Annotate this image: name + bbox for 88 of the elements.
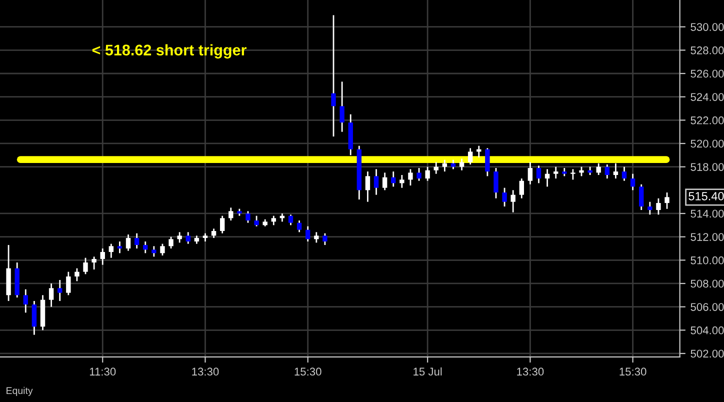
y-tick-label: 526.00 bbox=[690, 70, 724, 78]
x-tick-label: 15 Jul bbox=[414, 367, 442, 376]
candlestick bbox=[622, 166, 627, 182]
y-tick-label: 530.00 bbox=[690, 23, 724, 31]
candlestick bbox=[494, 167, 498, 200]
y-tick-label: 528.00 bbox=[690, 46, 724, 54]
y-tick-label: 520.00 bbox=[690, 140, 724, 148]
y-tick-label: 512.00 bbox=[690, 233, 724, 241]
candlestick bbox=[502, 187, 507, 208]
y-tick-label: 518.00 bbox=[690, 163, 724, 171]
candlestick bbox=[152, 245, 156, 258]
y-tick-label: 502.00 bbox=[690, 350, 724, 358]
candlestick bbox=[450, 159, 456, 170]
x-tick-label: 13:30 bbox=[517, 368, 544, 376]
candlestick bbox=[143, 240, 148, 254]
candlestick bbox=[271, 215, 276, 226]
candlestick bbox=[468, 147, 473, 166]
candlestick bbox=[374, 168, 379, 196]
candlestick bbox=[570, 168, 576, 180]
candlestick bbox=[58, 279, 62, 302]
candlestick bbox=[23, 288, 28, 314]
candlestick bbox=[604, 164, 610, 180]
candlestick bbox=[639, 184, 644, 211]
candlestick bbox=[168, 236, 174, 250]
candlestick bbox=[408, 168, 413, 186]
x-tick-label: 15:30 bbox=[620, 368, 646, 376]
x-tick-label: 11:30 bbox=[90, 368, 116, 376]
candlestick bbox=[528, 161, 533, 186]
candlestick bbox=[536, 164, 542, 184]
candlestick bbox=[425, 166, 430, 182]
y-tick-label: 508.00 bbox=[690, 280, 724, 288]
candlestick bbox=[579, 166, 584, 177]
candlestick bbox=[416, 167, 422, 182]
x-tick-label: 13:30 bbox=[192, 368, 219, 376]
candlestick bbox=[66, 271, 71, 296]
candlestick bbox=[160, 243, 165, 256]
candlestick bbox=[459, 158, 464, 172]
candlestick bbox=[74, 268, 80, 282]
annotation: < 518.62 short trigger bbox=[92, 44, 247, 59]
candlestick bbox=[177, 231, 182, 244]
candlestick bbox=[48, 282, 54, 308]
candlestick bbox=[220, 215, 225, 234]
candlestick bbox=[83, 257, 88, 275]
text: 515.40 bbox=[688, 192, 724, 200]
candlestick bbox=[613, 162, 618, 180]
y-tick-label: 524.00 bbox=[690, 93, 724, 101]
candlestick bbox=[434, 161, 438, 175]
candlestick bbox=[382, 172, 388, 191]
candlestick bbox=[322, 232, 328, 246]
candlestick bbox=[134, 232, 140, 250]
candlestick bbox=[211, 228, 216, 239]
candlestick bbox=[656, 198, 661, 216]
text: Equity bbox=[6, 386, 33, 396]
candlestick bbox=[391, 170, 396, 188]
candlestick bbox=[400, 174, 404, 189]
candlestick bbox=[228, 206, 234, 222]
candlestick bbox=[553, 166, 558, 180]
y-tick-label: 522.00 bbox=[690, 116, 724, 124]
candlestick bbox=[544, 168, 550, 188]
candlestick bbox=[100, 248, 105, 266]
candlestick bbox=[596, 162, 601, 176]
candlestick bbox=[254, 215, 259, 228]
candlestick bbox=[32, 300, 37, 336]
x-tick-label: 15:30 bbox=[294, 368, 322, 376]
candlestick bbox=[331, 14, 336, 138]
candlestick bbox=[485, 147, 490, 177]
y-tick-label: 514.00 bbox=[690, 210, 724, 218]
y-tick-label: 510.00 bbox=[690, 256, 724, 264]
candlestick bbox=[664, 192, 670, 210]
candlestick bbox=[108, 243, 114, 259]
candlestick bbox=[126, 234, 131, 252]
candlestick bbox=[186, 231, 190, 245]
candlestick bbox=[365, 170, 370, 203]
candlestick bbox=[314, 231, 319, 244]
y-tick-label: 506.00 bbox=[690, 303, 724, 311]
candlestick bbox=[340, 80, 344, 133]
candlestick bbox=[630, 173, 636, 191]
candlestick bbox=[296, 220, 302, 233]
candlestick bbox=[510, 189, 516, 214]
candlestick bbox=[288, 214, 294, 226]
candlestick bbox=[246, 210, 250, 224]
candlestick bbox=[92, 256, 96, 270]
candlestick bbox=[306, 226, 310, 242]
candlestick bbox=[442, 159, 448, 172]
candlestick bbox=[648, 201, 652, 216]
y-tick-label: 504.00 bbox=[690, 326, 724, 334]
candlestick bbox=[117, 240, 122, 254]
candlestick bbox=[519, 178, 524, 200]
